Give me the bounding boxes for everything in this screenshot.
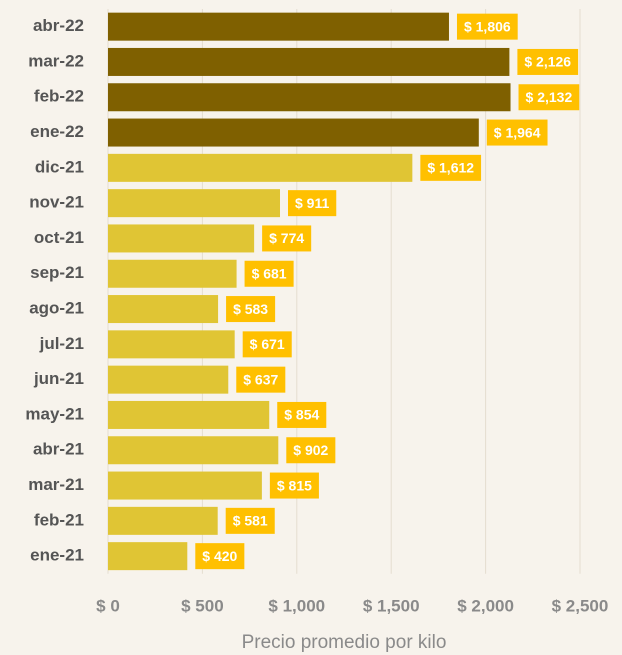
bar [108,12,449,41]
value-label: $ 1,964 [494,124,541,140]
y-tick-label: sep-21 [30,263,84,282]
x-tick-label: $ 500 [181,596,224,615]
bar [108,365,229,394]
value-label: $ 671 [250,336,285,352]
x-tick-label: $ 2,000 [457,596,514,615]
bar [108,259,237,288]
value-label: $ 774 [269,230,304,246]
value-label: $ 911 [295,195,329,211]
bar [108,436,279,465]
value-label: $ 637 [243,371,278,387]
bar [108,47,510,76]
bar [108,471,262,500]
y-tick-label: ago-21 [29,299,84,318]
y-tick-label: jun-21 [33,369,84,388]
y-tick-label: may-21 [25,404,84,423]
y-tick-label: mar-22 [28,51,84,70]
bar [108,189,280,218]
bar [108,118,479,147]
value-label: $ 583 [233,301,268,317]
value-label-box [244,260,294,287]
value-label: $ 420 [202,548,237,564]
value-label-box [517,48,579,75]
value-label: $ 815 [277,477,312,493]
value-label: $ 2,126 [524,54,571,70]
bar [108,153,413,182]
y-tick-label: dic-21 [35,157,84,176]
value-label: $ 854 [284,407,319,423]
y-tick-label: mar-21 [28,475,84,494]
bar [108,295,219,324]
value-label-box [286,437,336,464]
bar [108,400,270,429]
value-label-box [287,190,337,217]
y-tick-label: feb-21 [34,510,84,529]
y-tick-label: jul-21 [39,334,84,353]
y-tick-label: oct-21 [34,228,84,247]
value-label-box [195,543,245,570]
y-tick-label: abr-22 [33,16,84,35]
bar [108,506,218,535]
x-tick-label: $ 1,000 [268,596,325,615]
value-label: $ 2,132 [526,89,573,105]
value-label-box [262,225,312,252]
x-axis-title: Precio promedio por kilo [242,632,447,653]
bar [108,330,235,359]
value-label-box [518,84,580,111]
y-tick-label: abr-21 [33,440,84,459]
y-tick-label: nov-21 [29,193,84,212]
x-tick-label: $ 0 [96,596,120,615]
value-label: $ 902 [293,442,328,458]
bar [108,83,511,112]
x-tick-label: $ 1,500 [363,596,420,615]
x-tick-label: $ 2,500 [552,596,609,615]
y-tick-label: ene-22 [30,122,84,141]
value-label: $ 681 [252,265,287,281]
y-tick-label: feb-22 [34,87,84,106]
y-tick-label: ene-21 [30,546,84,565]
value-label-box [236,366,286,393]
value-label-box [420,154,482,181]
value-label-box [242,331,292,358]
value-label-box [226,296,276,323]
value-label: $ 1,806 [464,18,511,34]
bar [108,224,255,253]
value-label-box [225,507,275,534]
value-label: $ 581 [233,513,268,529]
value-label-box [456,13,518,40]
value-label-box [486,119,548,146]
value-label: $ 1,612 [427,160,474,176]
bar [108,542,188,571]
value-label-box [277,401,327,428]
value-label-box [269,472,319,499]
